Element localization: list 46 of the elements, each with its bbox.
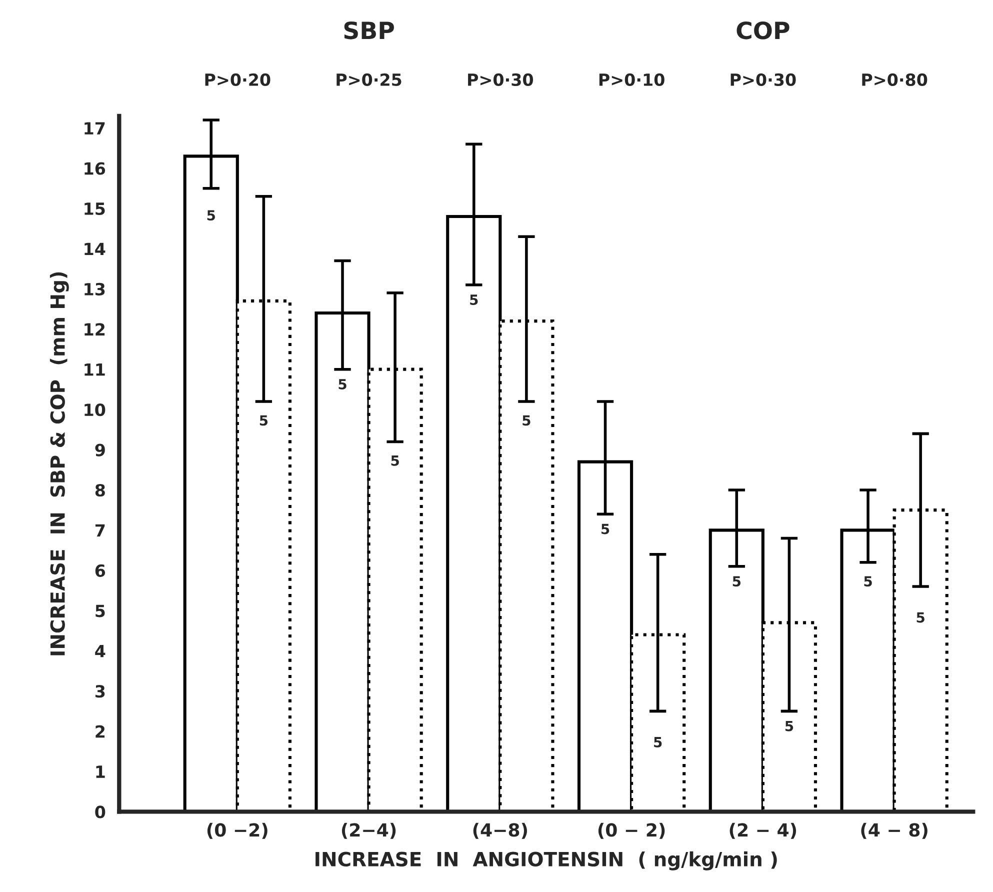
annotation: 5 <box>522 415 530 426</box>
annotation: 5 <box>470 294 478 305</box>
y-axis-title: INCREASE IN SBP & COP (mm Hg) <box>50 272 69 656</box>
x-axis-title: INCREASE IN ANGIOTENSIN ( ng/kg/min ) <box>316 851 777 870</box>
y-tick-label: 8 <box>95 484 105 497</box>
y-tick-label: 5 <box>96 604 105 618</box>
y-tick-label: 1 <box>96 766 105 778</box>
annotation: 5 <box>785 720 794 732</box>
y-tick-label: 6 <box>95 564 106 577</box>
text: P>0·80 <box>862 73 928 86</box>
y-tick-label: 15 <box>84 202 105 216</box>
annotation: 5 <box>391 456 399 466</box>
annotation: 5 <box>338 379 346 390</box>
y-tick-label: 14 <box>84 242 106 256</box>
annotation: 5 <box>732 576 741 587</box>
y-tick-label: 10 <box>84 404 106 416</box>
y-tick-label: 13 <box>84 282 105 296</box>
annotation: 5 <box>654 737 662 748</box>
x-tick-label: (4 − 8) <box>861 822 928 839</box>
text: P>0·30 <box>468 73 534 86</box>
y-tick-label: 17 <box>84 122 105 134</box>
annotation: 5 <box>864 576 872 587</box>
y-tick-label: 12 <box>84 323 105 336</box>
text: SBP <box>344 21 394 40</box>
x-tick-label: (2−4) <box>342 822 396 839</box>
y-tick-label: 4 <box>95 645 106 658</box>
x-tick-label: (0 − 2) <box>598 822 665 839</box>
y-tick-label: 3 <box>95 685 105 698</box>
text: P>0·25 <box>336 73 402 86</box>
y-tick-label: 11 <box>84 364 105 376</box>
text: P>0·10 <box>599 73 664 86</box>
annotation: 5 <box>602 524 610 534</box>
y-tick-label: 2 <box>96 725 105 738</box>
text: P>0·20 <box>205 73 270 86</box>
text: COP <box>736 21 790 40</box>
x-tick-label: (4−8) <box>473 822 527 839</box>
y-tick-label: 7 <box>95 524 105 537</box>
y-tick-label: 0 <box>95 806 106 818</box>
y-tick-label: 16 <box>84 162 106 175</box>
annotation: 5 <box>207 210 215 221</box>
y-tick-label: 9 <box>95 444 105 456</box>
x-tick-label: (0 −2) <box>207 822 268 839</box>
annotation: 5 <box>916 612 924 623</box>
text: P>0·30 <box>730 73 796 86</box>
annotation: 5 <box>260 415 268 426</box>
x-tick-label: (2 − 4) <box>730 822 796 839</box>
